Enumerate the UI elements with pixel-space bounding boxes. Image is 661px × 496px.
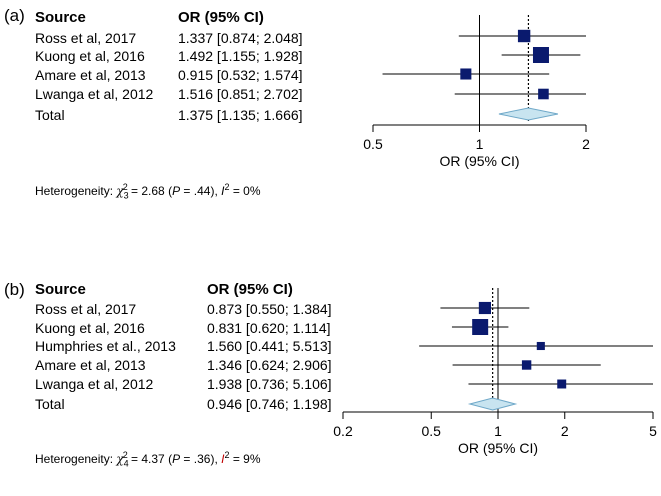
- heterogeneity-b: Heterogeneity: χ42 = 4.37 (P = .36), I2 …: [35, 450, 261, 468]
- forest-plot-b-graphic: 0.2 0.5 1 2 5 OR (95% CI): [333, 288, 657, 456]
- source-header-a: Source: [35, 9, 86, 26]
- or-ci-value: 1.337 [0.874; 2.048]: [178, 30, 303, 46]
- i-value: = 9%: [229, 452, 261, 466]
- i-symbol: I: [221, 452, 225, 466]
- effect-square: [478, 301, 491, 315]
- study-label: Ross et al, 2017: [35, 30, 137, 46]
- source-header-b: Source: [35, 281, 86, 298]
- or-ci-value: 0.831 [0.620; 1.114]: [207, 320, 331, 336]
- panel-label-a: (a): [4, 6, 25, 25]
- or-ci-value: 1.516 [0.851; 2.702]: [178, 86, 303, 102]
- chi-symbol: χ: [116, 452, 124, 466]
- chi-df: 3: [123, 190, 129, 201]
- study-label: Amare et al, 2013: [35, 67, 146, 83]
- study-label: Humphries et al., 2013: [35, 338, 176, 354]
- het-lead: Heterogeneity:: [35, 452, 117, 466]
- or-ci-value: 1.492 [1.155; 1.928]: [178, 48, 303, 64]
- effect-square: [536, 341, 545, 351]
- or-ci-value: 0.915 [0.532; 1.574]: [178, 67, 303, 83]
- i-symbol: I: [221, 184, 225, 198]
- study-label: Amare et al, 2013: [35, 357, 146, 373]
- study-label: Ross et al, 2017: [35, 301, 137, 317]
- effect-square: [460, 68, 472, 80]
- pooled-diamond: [467, 397, 518, 411]
- i-sq: 2: [224, 182, 230, 192]
- effect-square: [557, 379, 567, 389]
- x-tick-label: 5: [649, 423, 657, 439]
- total-or-ci-value: 0.946 [0.746; 1.198]: [207, 396, 332, 412]
- effect-square: [532, 47, 549, 63]
- heterogeneity-a: Heterogeneity: χ32 = 2.68 (P = .44), I2 …: [35, 182, 261, 200]
- effect-square: [472, 319, 489, 335]
- i-sq: 2: [224, 450, 230, 460]
- or-ci-value: 1.560 [0.441; 5.513]: [207, 338, 332, 354]
- forest-plot-a-graphic: 0.5 1 2 OR (95% CI): [363, 15, 590, 169]
- x-tick-label: 1: [494, 423, 502, 439]
- or-ci-value: 1.938 [0.736; 5.106]: [207, 376, 332, 392]
- chi-df: 4: [123, 458, 129, 469]
- x-tick-label: 2: [561, 423, 569, 439]
- total-or-ci-value: 1.375 [1.135; 1.666]: [178, 107, 303, 123]
- chi-stat: = 4.37 (: [127, 452, 173, 466]
- study-label: Lwanga et al, 2012: [35, 86, 154, 102]
- x-axis-label: OR (95% CI): [458, 440, 538, 456]
- pooled-diamond: [498, 107, 559, 121]
- chi-symbol: χ: [116, 184, 124, 198]
- study-label: Kuong et al, 2016: [35, 48, 145, 64]
- effect-square: [517, 29, 531, 43]
- p-symbol: P: [172, 452, 181, 466]
- forest-plot-a: (a) Source OR (95% CI) Ross et al, 2017 …: [0, 0, 661, 215]
- het-lead: Heterogeneity:: [35, 184, 117, 198]
- effect-square: [538, 88, 549, 100]
- study-label: Lwanga et al, 2012: [35, 376, 154, 392]
- panel-label-b: (b): [4, 280, 25, 299]
- total-label: Total: [35, 107, 65, 123]
- x-tick-label: 0.5: [422, 423, 442, 439]
- x-tick-label: 1: [476, 136, 484, 152]
- total-label: Total: [35, 396, 65, 412]
- p-value: = .44),: [180, 184, 222, 198]
- x-tick-label: 2: [582, 136, 590, 152]
- x-tick-label: 0.2: [333, 423, 353, 439]
- i-value: = 0%: [229, 184, 261, 198]
- or-ci-value: 0.873 [0.550; 1.384]: [207, 301, 332, 317]
- effect-square: [521, 360, 532, 370]
- or-ci-value: 1.346 [0.624; 2.906]: [207, 357, 332, 373]
- x-axis-label: OR (95% CI): [439, 153, 519, 169]
- chi-sq: 2: [122, 450, 128, 460]
- study-label: Kuong et al, 2016: [35, 320, 145, 336]
- p-value: = .36),: [180, 452, 222, 466]
- chi-sq: 2: [122, 182, 128, 192]
- x-tick-label: 0.5: [363, 136, 383, 152]
- forest-plot-b: (b) Source OR (95% CI) Ross et al, 2017 …: [0, 250, 661, 496]
- or-header-a: OR (95% CI): [178, 9, 264, 26]
- or-header-b: OR (95% CI): [207, 281, 293, 298]
- p-symbol: P: [172, 184, 181, 198]
- chi-stat: = 2.68 (: [127, 184, 173, 198]
